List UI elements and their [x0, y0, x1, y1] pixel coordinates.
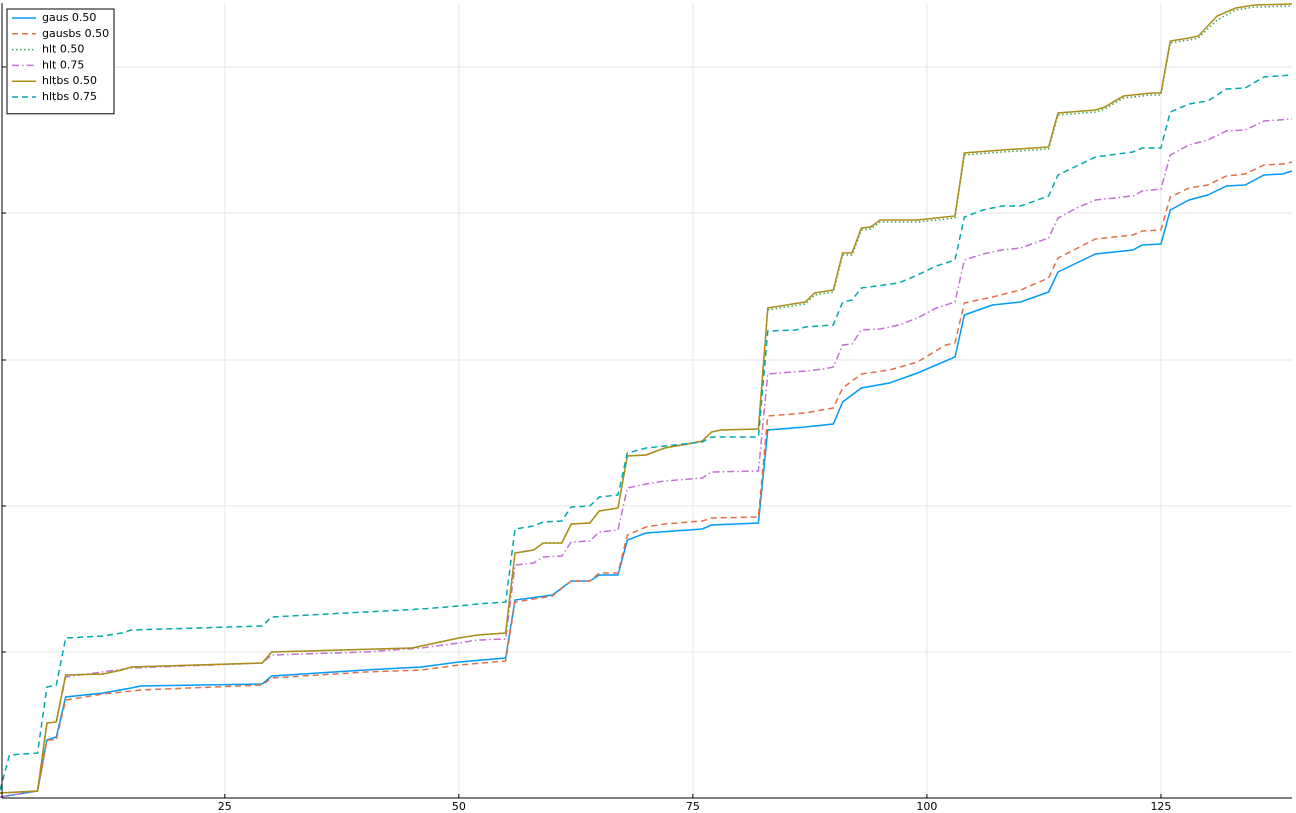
- legend-label: gaus 0.50: [42, 11, 96, 24]
- x-tick-label: 125: [1150, 800, 1171, 813]
- legend-label: hlt 0.75: [42, 58, 84, 71]
- x-tick-label: 100: [916, 800, 937, 813]
- series-line: [0, 170, 1293, 798]
- plot-lines: [0, 3, 1293, 798]
- ticks: 25 50 75 100 125: [2, 66, 1171, 813]
- x-tick-label: 75: [686, 800, 700, 813]
- legend-label: gausbs 0.50: [42, 27, 109, 40]
- series-line: [0, 74, 1293, 791]
- series-line: [0, 118, 1293, 798]
- legend: gaus 0.50 gausbs 0.50 hlt 0.50 hlt 0.75 hltb…: [6, 8, 115, 115]
- legend-label: hltbs 0.75: [42, 90, 97, 103]
- series-line: [0, 161, 1293, 794]
- grid: [2, 3, 1292, 798]
- series-line: [0, 5, 1293, 794]
- legend-label: hlt 0.50: [42, 43, 84, 56]
- x-tick-label: 50: [452, 800, 466, 813]
- series-line: [0, 3, 1293, 794]
- x-tick-label: 25: [218, 800, 232, 813]
- legend-label: hltbs 0.50: [42, 74, 97, 87]
